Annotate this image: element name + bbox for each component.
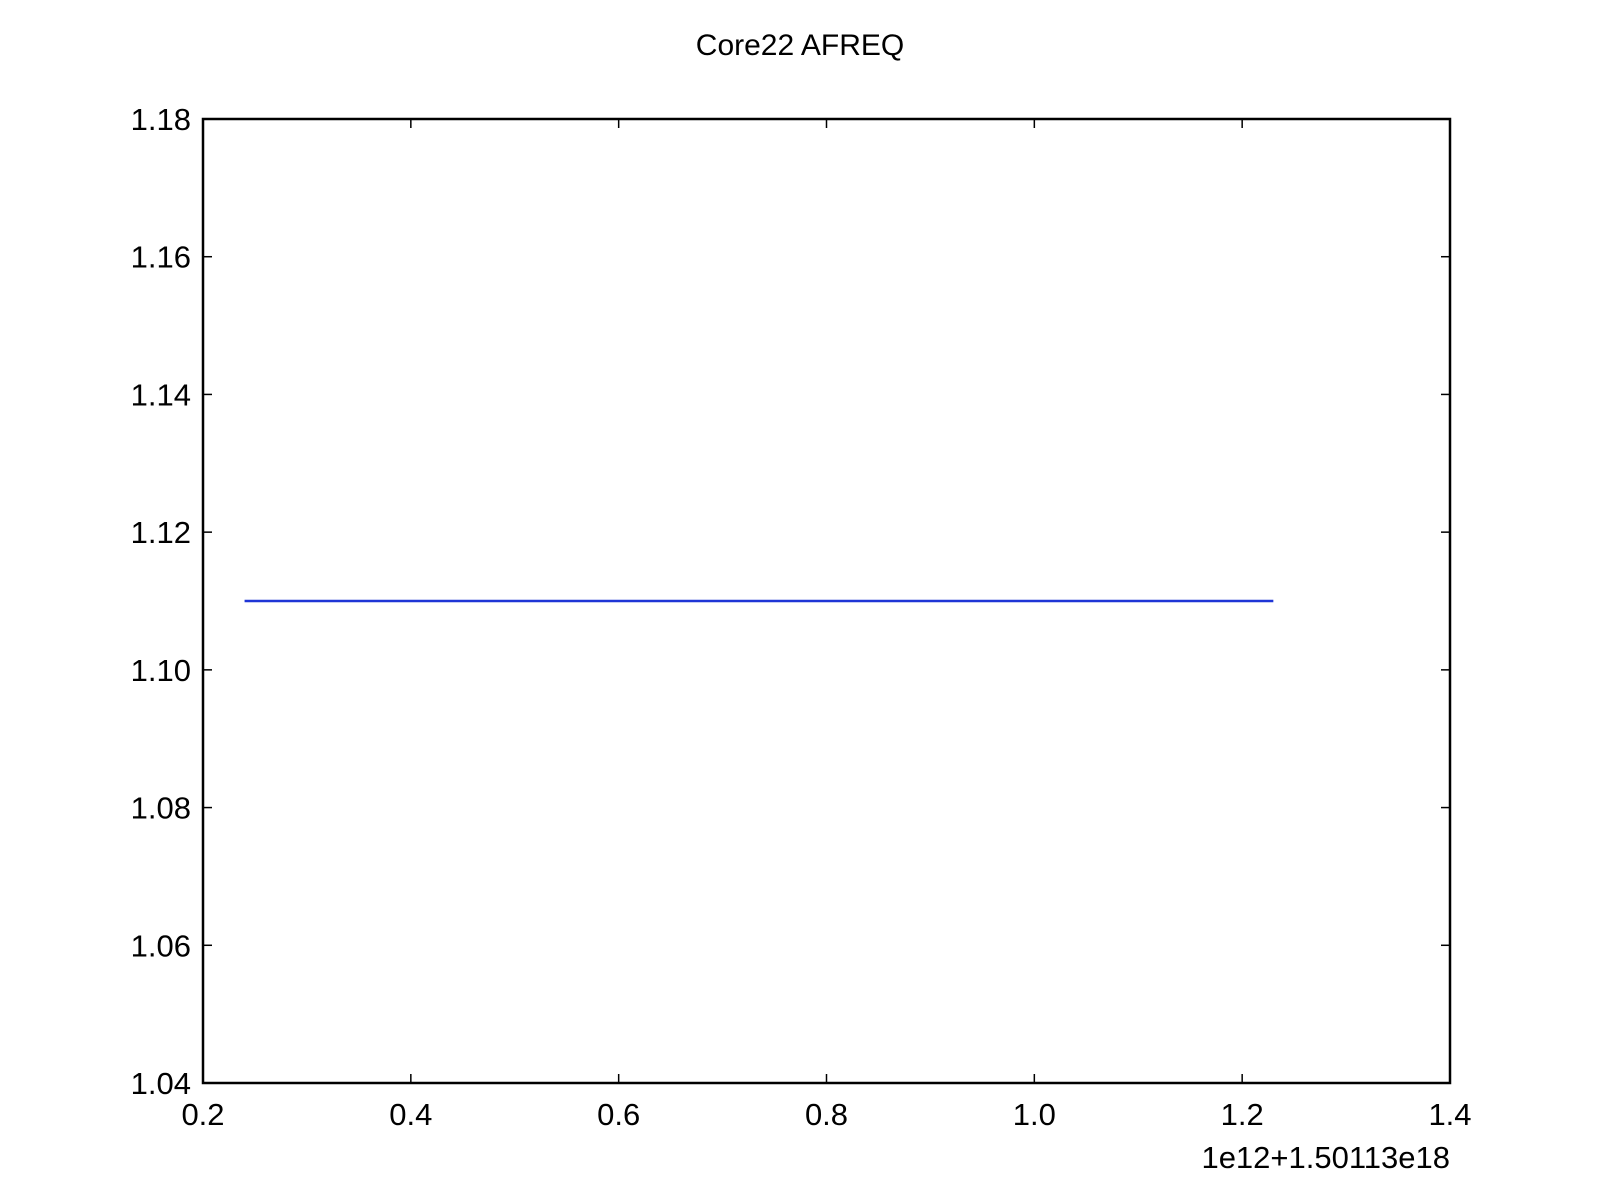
y-tick-label: 1.16 bbox=[131, 240, 191, 275]
x-tick-label: 0.2 bbox=[181, 1097, 224, 1132]
x-tick-label: 1.2 bbox=[1221, 1097, 1264, 1132]
x-axis-offset-label: 1e12+1.50113e18 bbox=[1201, 1140, 1450, 1175]
x-axis-ticks: 0.2 0.4 0.6 0.8 1.0 1.2 1.4 bbox=[181, 119, 1472, 1132]
y-tick-label: 1.18 bbox=[131, 102, 191, 137]
y-tick-label: 1.12 bbox=[131, 515, 191, 550]
x-tick-label: 0.6 bbox=[597, 1097, 640, 1132]
y-tick-label: 1.06 bbox=[131, 928, 191, 963]
x-tick-label: 0.8 bbox=[805, 1097, 848, 1132]
y-tick-label: 1.14 bbox=[131, 377, 191, 412]
y-tick-label: 1.04 bbox=[131, 1066, 191, 1101]
chart-title: Core22 AFREQ bbox=[696, 29, 904, 62]
x-tick-label: 1.4 bbox=[1428, 1097, 1471, 1132]
y-tick-label: 1.10 bbox=[131, 653, 191, 688]
y-tick-label: 1.08 bbox=[131, 791, 191, 826]
y-axis-ticks: 1.04 1.06 1.08 1.10 1.12 1.14 1.16 1.18 bbox=[131, 102, 1450, 1101]
x-tick-label: 0.4 bbox=[389, 1097, 432, 1132]
x-tick-label: 1.0 bbox=[1013, 1097, 1056, 1132]
